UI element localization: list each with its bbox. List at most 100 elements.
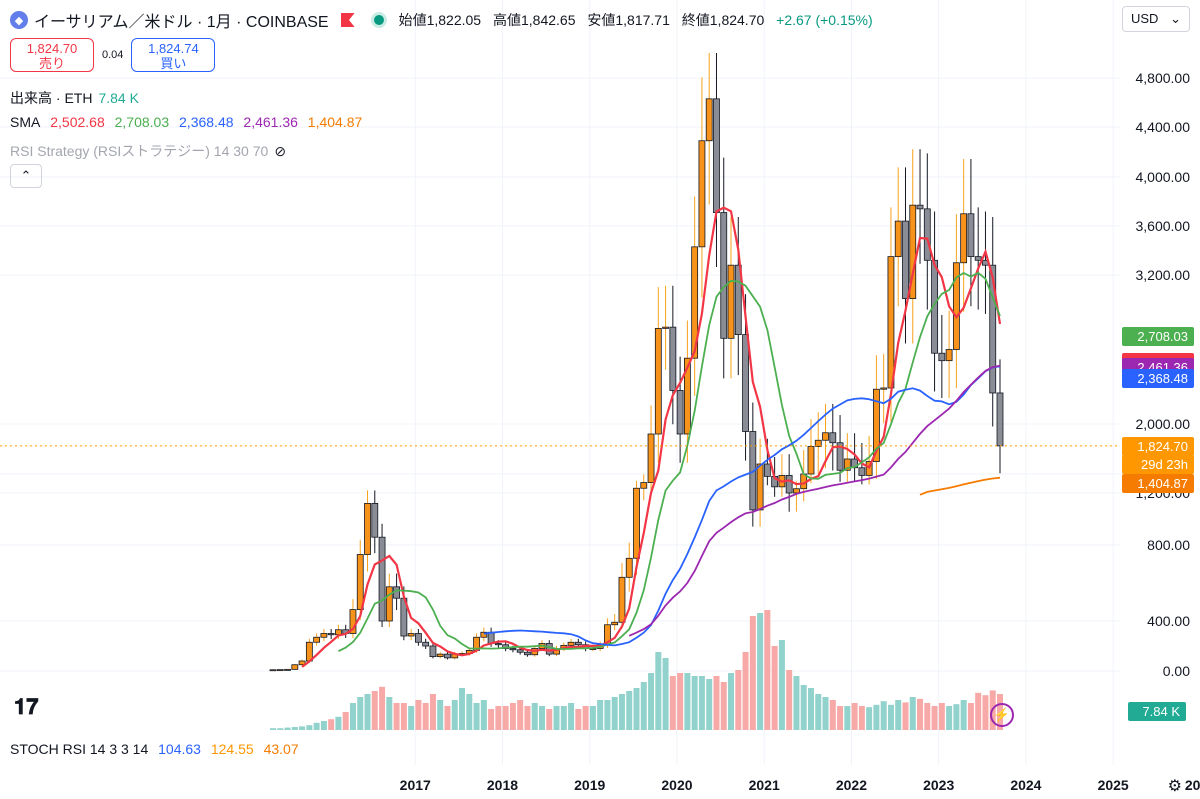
candle	[952, 262, 960, 350]
sma-line	[628, 364, 1001, 637]
sma-legend[interactable]: SMA 2,502.68 2,708.03 2,368.48 2,461.36 …	[10, 114, 363, 130]
candle	[880, 387, 888, 390]
candle	[284, 668, 291, 671]
volume-bar	[415, 700, 422, 730]
candle	[371, 502, 379, 538]
candle	[829, 432, 837, 444]
volume-bar	[931, 706, 938, 730]
candle	[494, 643, 502, 646]
candle	[640, 482, 648, 489]
volume-price-label: 7.84 K	[1128, 702, 1186, 721]
candle	[414, 633, 422, 643]
chevron-down-icon: ⌄	[1170, 11, 1181, 26]
volume-bar	[655, 652, 662, 730]
candle	[378, 536, 386, 622]
volume-legend[interactable]: 出来高 · ETH 7.84 K	[10, 90, 139, 106]
candle	[524, 651, 531, 656]
volume-bar	[866, 707, 873, 730]
candle	[618, 576, 626, 623]
candle	[676, 390, 684, 435]
volume-bar	[422, 703, 429, 730]
volume-bar	[270, 728, 276, 730]
candle	[858, 467, 866, 476]
volume-bar	[960, 700, 967, 730]
volume-bar	[371, 691, 378, 730]
candle	[807, 446, 815, 475]
candle	[974, 256, 982, 261]
candle	[422, 641, 430, 647]
sell-button[interactable]: 1,824.70 売り	[10, 38, 94, 72]
volume-bar	[742, 652, 749, 730]
candle	[916, 204, 924, 210]
candle	[545, 643, 553, 655]
volume-bar	[698, 676, 705, 730]
eye-hidden-icon: ⊘	[274, 143, 287, 159]
volume-bar	[611, 697, 618, 730]
volume-bar	[662, 658, 669, 730]
price-axis-label: 2,708.03	[1122, 327, 1194, 347]
volume-bar	[757, 613, 764, 730]
candle	[698, 140, 706, 248]
volume-bar	[335, 716, 342, 730]
volume-bar	[895, 700, 902, 730]
candle	[480, 631, 488, 638]
volume-bar	[284, 727, 291, 730]
volume-bar	[648, 673, 655, 730]
volume-bar	[873, 704, 880, 730]
stoch-rsi-legend[interactable]: STOCH RSI 14 3 3 14 104.63 124.55 43.07	[10, 741, 299, 757]
volume-bar	[313, 722, 320, 730]
volume-bar	[589, 706, 596, 730]
candle	[276, 669, 284, 672]
volume-bar	[320, 721, 327, 730]
sma-line	[301, 206, 1002, 668]
candle	[836, 442, 844, 471]
candle	[793, 488, 800, 494]
flag-icon[interactable]	[340, 13, 355, 27]
candle	[938, 352, 946, 362]
collapse-legend-button[interactable]: ⌃	[10, 164, 42, 188]
volume-bar	[531, 703, 538, 730]
volume-bar	[546, 709, 553, 730]
volume-bar	[459, 688, 466, 730]
price-axis-label: 29d 23h	[1122, 455, 1194, 474]
volume-bar	[967, 703, 974, 730]
candle	[669, 326, 677, 391]
candle	[960, 213, 968, 264]
candle	[444, 653, 451, 659]
candle	[611, 621, 619, 626]
market-status-icon	[370, 12, 387, 28]
x-tick-label: 2024	[1010, 777, 1041, 793]
candle	[654, 327, 662, 435]
volume-bar	[626, 691, 633, 730]
volume-bar	[328, 719, 335, 730]
currency-select[interactable]: USD ⌄	[1122, 6, 1190, 32]
candle	[814, 439, 822, 447]
candle	[822, 432, 829, 441]
volume-bar	[851, 703, 858, 730]
volume-bar	[408, 706, 415, 730]
sma-line	[483, 365, 1001, 647]
volume-bar	[953, 704, 960, 730]
volume-bar	[429, 694, 436, 730]
candle	[742, 334, 749, 432]
volume-bar	[582, 706, 589, 730]
volume-bar	[597, 700, 604, 730]
volume-bar	[568, 703, 575, 730]
gear-icon[interactable]: ⚙	[1167, 778, 1182, 795]
price-axis-label: 1,404.87	[1122, 474, 1194, 494]
symbol-title[interactable]: イーサリアム／米ドル · 1月 · COINBASE	[34, 14, 329, 31]
y-tick-label: 4,800.00	[1136, 70, 1191, 86]
candle	[683, 357, 691, 435]
candle	[894, 220, 902, 258]
y-tick-label: 4,400.00	[1136, 119, 1191, 135]
volume-bar	[604, 700, 611, 730]
candle	[720, 212, 728, 339]
rsi-strategy-legend[interactable]: RSI Strategy (RSIストラテジー) 14 30 70 ⊘	[10, 143, 287, 159]
buy-button[interactable]: 1,824.74 買い	[131, 38, 216, 72]
x-tick-label: 2021	[749, 777, 780, 793]
lightning-icon[interactable]: ⚡	[990, 703, 1014, 727]
candle	[313, 636, 321, 643]
candle	[298, 660, 306, 666]
change-value: +2.67 (+0.15%)	[776, 12, 873, 28]
